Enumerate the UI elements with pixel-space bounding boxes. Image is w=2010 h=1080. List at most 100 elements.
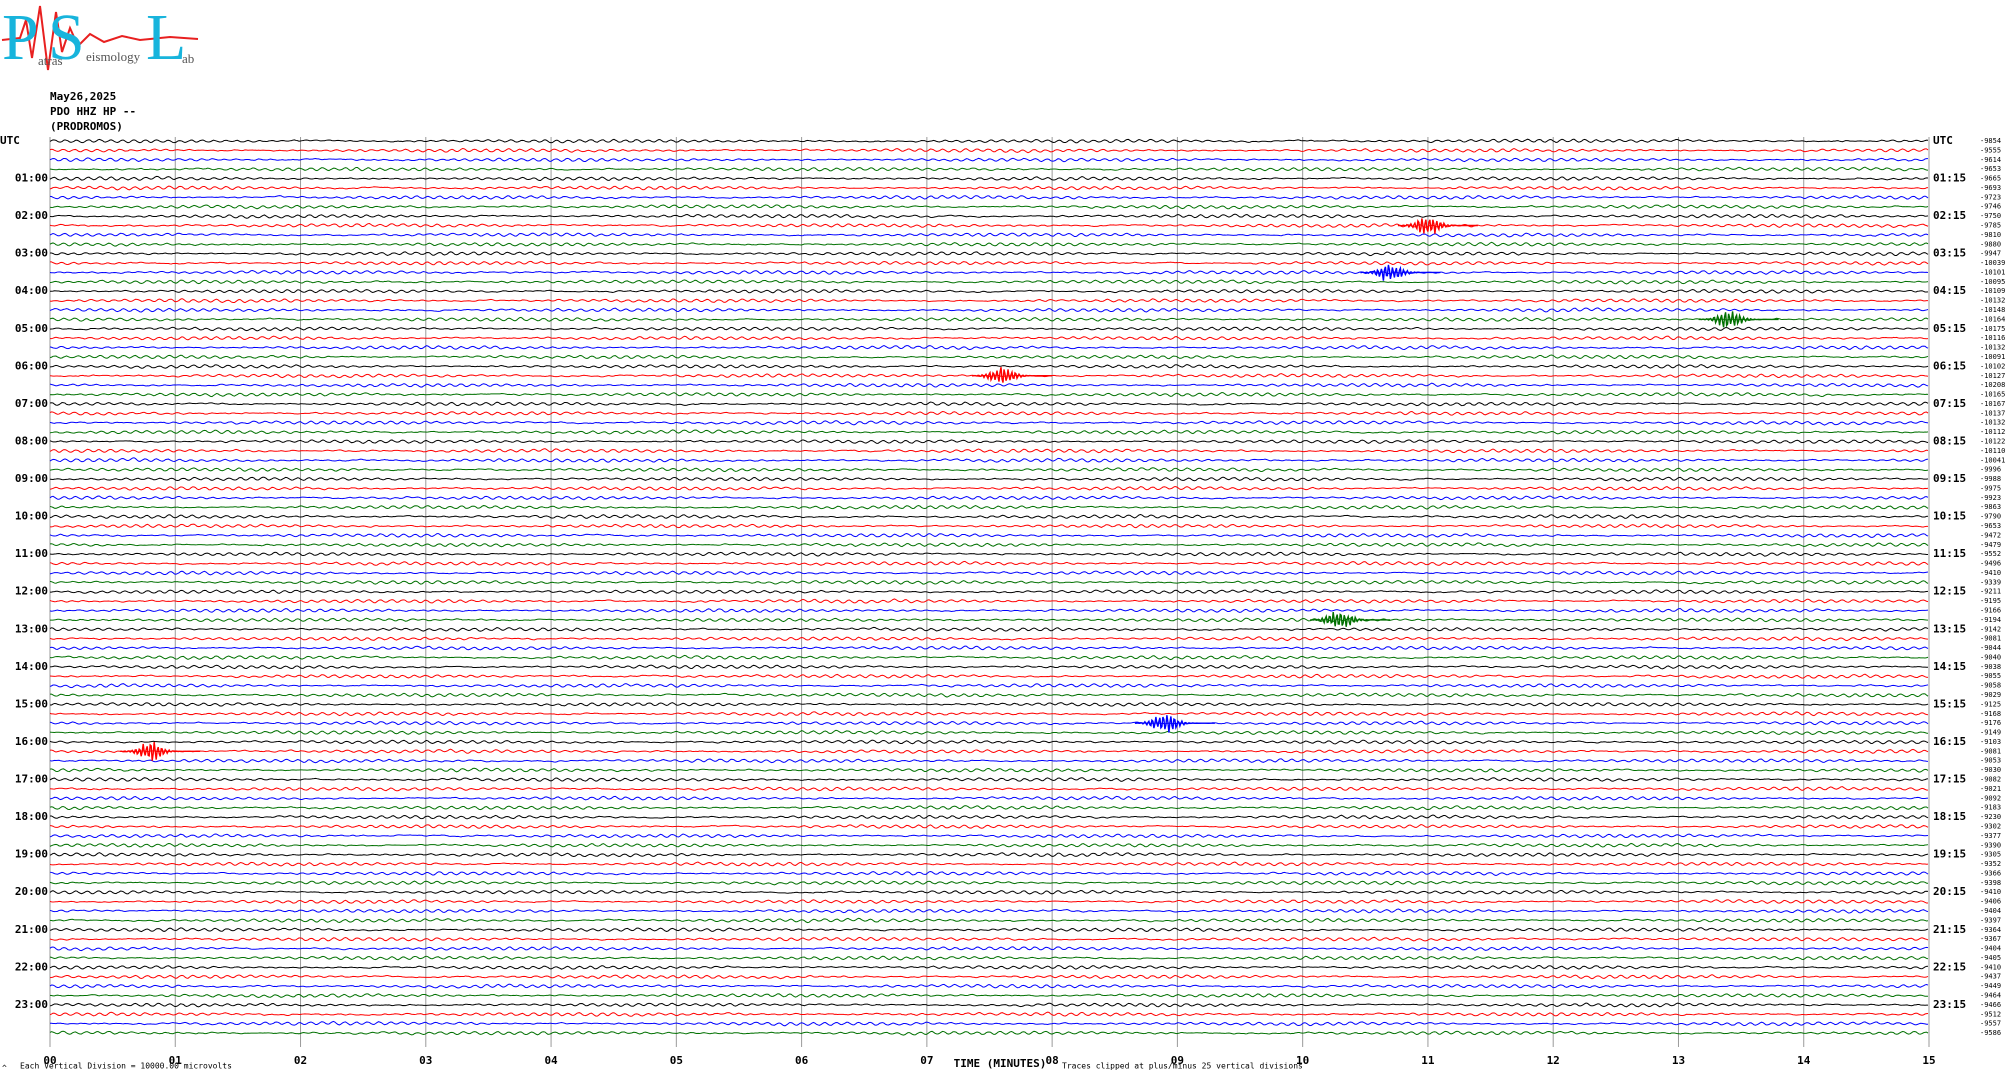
row-value: -10127: [1980, 372, 2005, 380]
trace: [49, 861, 1929, 867]
row-value: -9947: [1980, 250, 2001, 258]
time-label: 08:15: [1933, 434, 1966, 447]
row-value: -9406: [1980, 898, 2001, 906]
clip-note: Traces clipped at plus/minus 25 vertical…: [1062, 1062, 1303, 1071]
trace: [49, 664, 1929, 670]
trace: [49, 1020, 1929, 1027]
row-value: -9437: [1980, 973, 2001, 981]
trace: [49, 636, 1929, 642]
x-tick-label: 08: [1046, 1054, 1059, 1067]
time-label: 15:15: [1933, 697, 1966, 710]
time-label: 10:00: [15, 510, 48, 523]
trace: [49, 993, 1929, 998]
trace: [49, 345, 1929, 351]
trace: [49, 814, 1929, 820]
logo-wave: [1, 5, 199, 71]
row-value: -9305: [1980, 851, 2001, 859]
row-value: -9092: [1980, 794, 2001, 802]
trace: [49, 1011, 1929, 1017]
row-value: -9044: [1980, 644, 2001, 652]
event-burst: [120, 741, 201, 761]
x-tick-label: 11: [1421, 1054, 1435, 1067]
row-value: -9466: [1980, 1001, 2001, 1009]
trace: [49, 223, 1929, 228]
trace: [49, 946, 1929, 952]
row-value: -9058: [1980, 682, 2001, 690]
x-tick-label: 06: [795, 1054, 809, 1067]
row-value: -10112: [1980, 428, 2005, 436]
row-value: -9586: [1980, 1029, 2001, 1037]
x-tick-label: 00: [43, 1054, 56, 1067]
trace: [49, 213, 1929, 219]
trace: [49, 241, 1929, 247]
time-label: 13:00: [15, 622, 48, 635]
trace: [49, 889, 1929, 895]
trace: [49, 608, 1929, 613]
trace: [49, 551, 1929, 557]
trace: [49, 476, 1929, 482]
x-tick-label: 12: [1547, 1054, 1560, 1067]
trace: [49, 175, 1929, 181]
row-value: -10116: [1980, 334, 2005, 342]
row-value: -9364: [1980, 926, 2001, 934]
event-burst: [1134, 715, 1215, 733]
trace: [49, 908, 1929, 914]
row-value: -10122: [1980, 437, 2005, 445]
row-value: -9397: [1980, 916, 2001, 924]
row-value: -9750: [1980, 212, 2001, 220]
row-value: -9103: [1980, 738, 2001, 746]
row-value: -9555: [1980, 146, 2001, 154]
row-value: -9183: [1980, 804, 2001, 812]
time-label: 23:00: [15, 998, 48, 1011]
time-label: 17:15: [1933, 773, 1966, 786]
time-label: 06:00: [15, 359, 48, 372]
trace: [49, 767, 1929, 773]
trace: [49, 964, 1929, 970]
trace: [49, 870, 1929, 876]
row-value: -10132: [1980, 297, 2005, 305]
trace: [49, 505, 1929, 510]
row-value: -9410: [1980, 888, 2001, 896]
trace: [49, 683, 1929, 689]
row-value: -9055: [1980, 672, 2001, 680]
x-tick-label: 04: [544, 1054, 558, 1067]
x-tick-label: 15: [1922, 1054, 1935, 1067]
trace: [49, 1030, 1929, 1036]
row-value: -9081: [1980, 635, 2001, 643]
event-burst: [1397, 218, 1478, 234]
time-label: 10:15: [1933, 510, 1966, 523]
event-burst: [971, 367, 1052, 383]
row-value: -9021: [1980, 785, 2001, 793]
row-value: -10110: [1980, 447, 2005, 455]
trace: [49, 298, 1929, 304]
trace: [49, 410, 1929, 416]
time-label: UTC: [1933, 134, 1953, 147]
trace: [49, 166, 1929, 172]
row-value: -9464: [1980, 991, 2001, 999]
trace: [49, 260, 1929, 266]
x-tick-label: 01: [169, 1054, 183, 1067]
time-label: 14:15: [1933, 660, 1966, 673]
time-label: 15:00: [15, 697, 48, 710]
trace: [49, 420, 1929, 426]
trace: [49, 824, 1929, 829]
trace: [49, 833, 1929, 839]
time-label: 03:00: [15, 247, 48, 260]
x-tick-label: 14: [1797, 1054, 1811, 1067]
trace: [49, 673, 1929, 679]
logo-text: eismology: [86, 49, 141, 64]
trace: [49, 899, 1929, 904]
row-value: -9746: [1980, 203, 2001, 211]
row-value: -9081: [1980, 747, 2001, 755]
trace: [49, 617, 1929, 623]
trace: [49, 138, 1929, 144]
row-value: -9038: [1980, 663, 2001, 671]
trace: [50, 692, 1929, 698]
row-value: -9390: [1980, 841, 2001, 849]
trace: [49, 457, 1929, 463]
row-value: -9405: [1980, 954, 2001, 962]
x-tick-label: 05: [670, 1054, 683, 1067]
row-value: -9512: [1980, 1010, 2001, 1018]
logo-text: atras: [38, 53, 63, 68]
